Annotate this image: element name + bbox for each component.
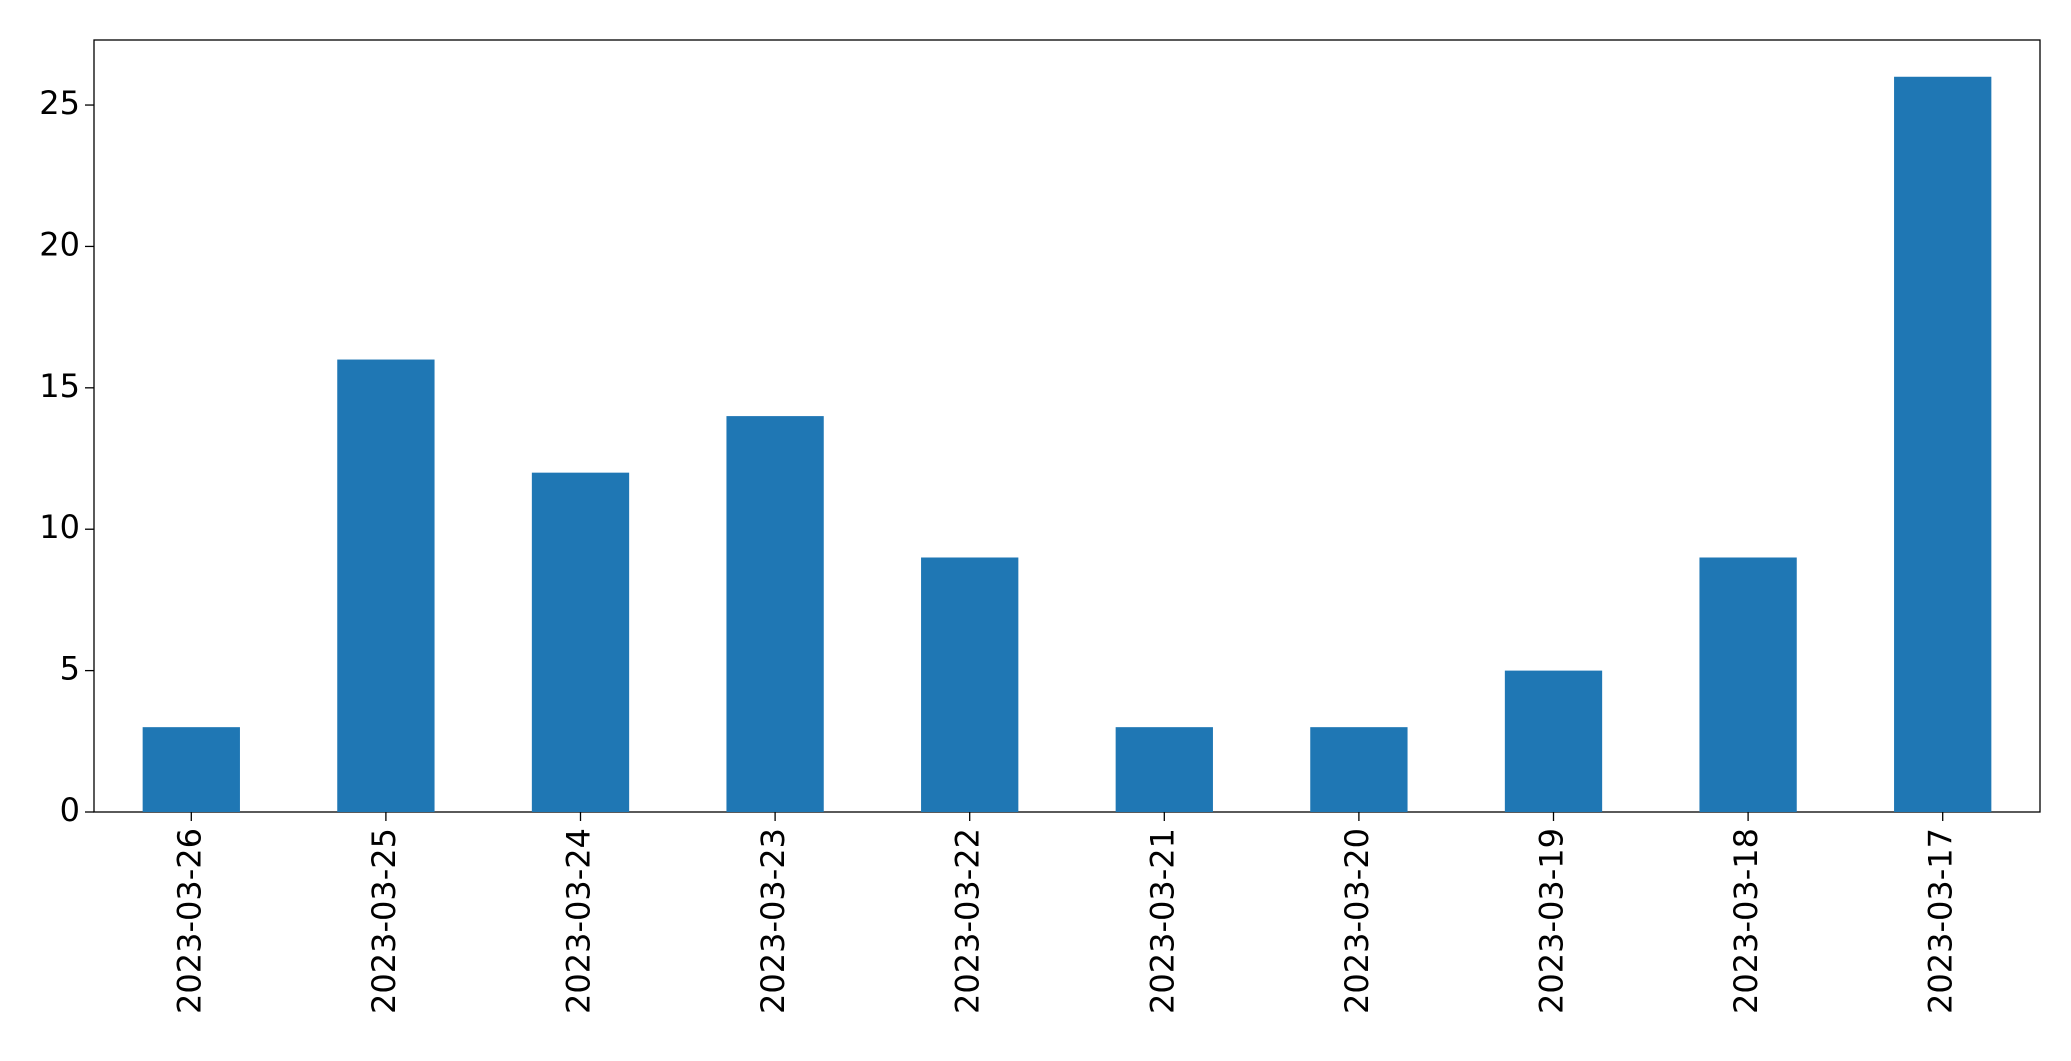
x-tick-label: 2023-03-17 xyxy=(1922,828,1960,1014)
x-tick-label: 2023-03-21 xyxy=(1143,828,1181,1014)
y-tick-label: 15 xyxy=(39,367,80,405)
bar xyxy=(1699,557,1797,812)
bar xyxy=(142,727,240,812)
y-tick-label: 10 xyxy=(39,508,80,546)
bar xyxy=(531,472,630,812)
y-tick-label: 25 xyxy=(39,84,80,122)
bar xyxy=(337,359,435,812)
x-tick-label: 2023-03-19 xyxy=(1533,828,1571,1014)
y-tick-label: 5 xyxy=(60,650,80,688)
x-tick-label: 2023-03-23 xyxy=(754,828,792,1014)
bar xyxy=(726,416,824,812)
bar xyxy=(1894,76,1992,812)
bar xyxy=(1115,727,1213,812)
x-tick-label: 2023-03-24 xyxy=(560,828,598,1014)
bar xyxy=(1310,727,1408,812)
bar xyxy=(921,557,1019,812)
bar xyxy=(1504,670,1603,812)
x-tick-label: 2023-03-25 xyxy=(365,828,403,1014)
plot-frame xyxy=(93,39,2041,813)
x-tick-label: 2023-03-22 xyxy=(949,828,987,1014)
x-tick-label: 2023-03-26 xyxy=(170,828,208,1014)
y-tick-label: 0 xyxy=(60,791,80,829)
x-tick-label: 2023-03-20 xyxy=(1338,828,1376,1014)
y-tick-label: 20 xyxy=(39,225,80,263)
x-tick-label: 2023-03-18 xyxy=(1727,828,1765,1014)
